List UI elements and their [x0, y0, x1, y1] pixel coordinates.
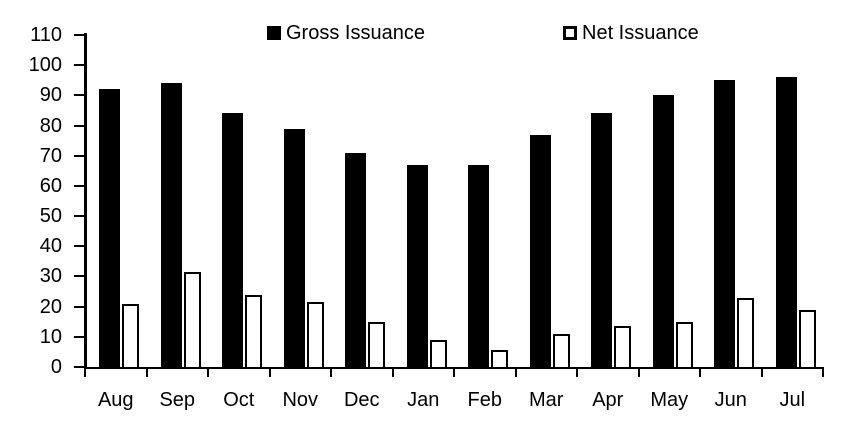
x-tick-label: Jul — [779, 389, 806, 411]
legend-label-gross: Gross Issuance — [286, 22, 425, 44]
x-tick-label: May — [650, 389, 689, 411]
y-tick-label: 10 — [39, 325, 62, 348]
y-axis-tick — [74, 366, 84, 368]
x-tick-label: Aug — [97, 389, 134, 411]
legend-item-gross: Gross Issuance — [267, 23, 425, 43]
net-issuance-bar — [183, 271, 201, 367]
gross-issuance-bar — [222, 113, 243, 367]
y-axis-tick — [74, 215, 84, 218]
net-issuance-swatch-icon — [563, 26, 577, 40]
y-axis-tick — [74, 94, 84, 97]
x-tick-label: Sep — [159, 389, 196, 411]
net-issuance-bar — [675, 321, 693, 367]
x-axis-tick — [84, 368, 86, 377]
net-issuance-bar — [798, 309, 816, 367]
y-tick-label: 30 — [39, 265, 62, 288]
gross-issuance-bar — [529, 134, 551, 367]
legend-label-net: Net Issuance — [582, 22, 699, 44]
x-axis-tick — [760, 368, 763, 377]
gross-issuance-bar — [160, 83, 182, 367]
gross-issuance-bar — [591, 113, 612, 367]
y-tick-label: 100 — [28, 54, 62, 77]
legend-item-net: Net Issuance — [563, 23, 699, 43]
y-tick-label: 40 — [39, 235, 62, 258]
gross-issuance-bar — [468, 164, 489, 367]
x-tick-label: Nov — [282, 389, 319, 411]
x-axis-tick — [330, 368, 332, 377]
y-tick-label: 110 — [30, 24, 62, 46]
y-axis-tick — [74, 335, 84, 338]
y-axis-tick — [74, 184, 84, 187]
x-axis-tick — [576, 368, 578, 377]
y-axis-tick — [74, 275, 84, 278]
y-tick-label: 0 — [50, 356, 62, 378]
gross-issuance-bar — [283, 128, 305, 367]
y-tick-label: 20 — [39, 295, 62, 318]
gross-issuance-swatch-icon — [267, 26, 281, 40]
x-tick-label: Oct — [223, 389, 255, 411]
x-axis-tick — [822, 368, 824, 377]
x-axis-tick — [453, 368, 455, 377]
y-tick-label: 90 — [39, 84, 62, 107]
x-axis-tick — [207, 368, 209, 377]
x-axis-tick — [699, 368, 701, 377]
y-axis-tick — [74, 124, 84, 127]
net-issuance-bar — [429, 339, 447, 367]
x-axis-tick — [145, 368, 148, 377]
y-tick-label: 70 — [39, 144, 62, 167]
gross-issuance-bar — [775, 77, 797, 367]
y-tick-label: 50 — [39, 205, 62, 228]
y-axis-tick — [74, 34, 84, 36]
net-issuance-bar — [368, 321, 385, 367]
net-issuance-bar — [245, 294, 262, 367]
y-tick-label: 60 — [39, 174, 62, 197]
net-issuance-bar — [614, 326, 631, 367]
x-tick-label: Feb — [467, 389, 502, 411]
net-issuance-bar — [737, 297, 754, 367]
y-tick-label: 80 — [39, 114, 62, 137]
x-axis-tick — [268, 368, 271, 377]
y-axis-tick — [74, 245, 84, 248]
gross-issuance-bar — [714, 80, 735, 367]
net-issuance-bar — [491, 350, 508, 367]
x-axis-tick — [391, 368, 394, 377]
gross-issuance-bar — [345, 152, 366, 367]
y-axis-tick — [74, 64, 84, 67]
net-issuance-bar — [306, 302, 324, 367]
x-axis-tick — [514, 368, 517, 377]
gross-issuance-bar — [652, 95, 674, 367]
y-axis-tick — [74, 305, 84, 308]
gross-issuance-bar — [406, 164, 428, 367]
x-axis-tick — [637, 368, 640, 377]
net-issuance-bar — [552, 333, 570, 367]
x-axis — [84, 366, 824, 369]
x-tick-label: Jan — [407, 389, 440, 411]
net-issuance-bar — [122, 303, 139, 367]
y-axis-tick — [74, 154, 84, 157]
x-tick-label: Dec — [343, 389, 380, 411]
x-tick-label: Jun — [714, 389, 747, 411]
y-axis — [84, 33, 87, 369]
x-tick-label: Apr — [592, 389, 624, 411]
x-tick-label: Mar — [529, 389, 564, 411]
gross-issuance-bar — [99, 89, 120, 367]
